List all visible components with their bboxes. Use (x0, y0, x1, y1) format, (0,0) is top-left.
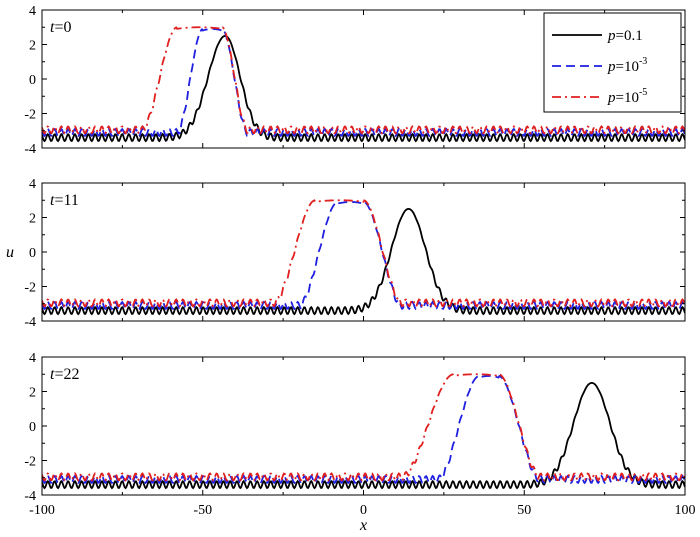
panel-1: -4 -2 0 2 4 t=0 (24, 4, 686, 157)
y-tick-label: 2 (29, 386, 36, 401)
y-tick-label: -2 (24, 281, 36, 296)
y-tick-label: 2 (29, 212, 36, 227)
plot-frame (41, 182, 686, 322)
x-tick-label: 100 (675, 503, 696, 518)
y-tick-label: 0 (29, 246, 36, 261)
y-tick-label: 2 (29, 39, 36, 54)
series-line (42, 381, 685, 490)
series-line (42, 34, 685, 143)
x-tick-label: -100 (29, 503, 55, 518)
y-tick-label: 0 (29, 73, 36, 88)
y-axis-label: u (6, 244, 14, 261)
legend: p=0.1 p=10-3 p=10-5 (543, 12, 682, 113)
panel-label: t=22 (50, 366, 79, 383)
series-line (42, 207, 685, 316)
series-line (42, 27, 685, 138)
legend-box (543, 12, 682, 113)
y-tick-label: 4 (29, 351, 36, 366)
x-tick-label: -50 (193, 503, 212, 518)
panel-2: -4 -2 0 2 4 t=11 (24, 177, 686, 330)
y-tick-label: -4 (24, 142, 36, 157)
legend-label: p=10-5 (607, 87, 647, 106)
x-tick-label: 50 (517, 503, 531, 518)
y-tick-label: 4 (29, 4, 36, 19)
series-line (42, 374, 685, 485)
panel-label: t=0 (50, 19, 71, 36)
panel-3: -4 -2 0 2 4 t=22 -100 -50 0 50 100 (24, 351, 695, 518)
x-axis-label: x (359, 517, 367, 534)
series-line (42, 199, 685, 308)
x-tick-label: 0 (360, 503, 367, 518)
series-line (42, 200, 685, 311)
series-line (42, 373, 685, 482)
y-tick-label: -4 (24, 315, 36, 330)
y-tick-label: -2 (24, 455, 36, 470)
y-tick-label: -2 (24, 108, 36, 123)
y-tick-label: 0 (29, 420, 36, 435)
y-tick-label: -4 (24, 489, 36, 504)
legend-label: p=0.1 (607, 28, 643, 44)
y-tick-label: 4 (29, 177, 36, 192)
series-line (42, 26, 685, 135)
legend-label: p=10-3 (607, 56, 647, 75)
panel-label: t=11 (50, 192, 79, 209)
